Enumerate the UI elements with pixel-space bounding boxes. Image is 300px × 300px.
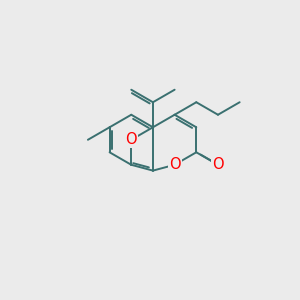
Text: O: O: [212, 157, 224, 172]
Text: O: O: [169, 157, 180, 172]
Text: O: O: [125, 132, 137, 147]
